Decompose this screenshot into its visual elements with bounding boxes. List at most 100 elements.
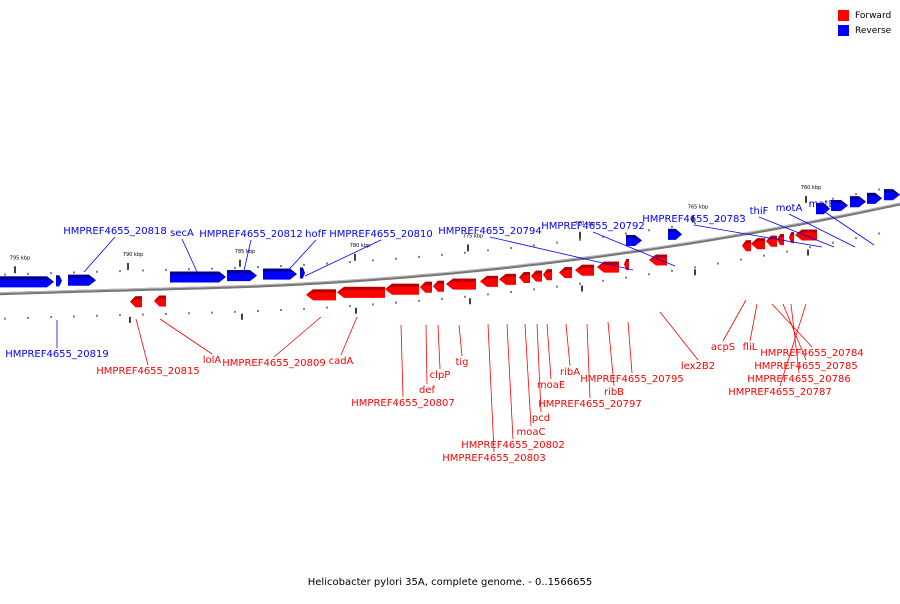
forward-gene-arrow bbox=[543, 269, 552, 281]
forward-gene-label-leader bbox=[135, 318, 149, 366]
forward-gene-label: moaE bbox=[537, 380, 565, 391]
forward-gene-arrow-shade bbox=[777, 234, 784, 240]
forward-gene-label: HMPREF4655_20785 bbox=[754, 361, 857, 372]
forward-gene-arrow-shade bbox=[575, 264, 594, 271]
forward-gene-arrow-shade bbox=[624, 259, 629, 265]
reverse-gene-label-leader bbox=[758, 216, 835, 248]
forward-gene-label: tig bbox=[455, 357, 468, 368]
forward-gene-arrow bbox=[130, 296, 142, 308]
ruler-label: 780 kbp bbox=[350, 243, 370, 249]
genome-backbone bbox=[0, 202, 900, 296]
forward-gene-arrow-shade bbox=[446, 278, 476, 285]
forward-gene-arrow-shade bbox=[385, 283, 419, 290]
reverse-gene-label: HMPREF4655_20819 bbox=[5, 349, 108, 360]
forward-gene-label-leader bbox=[749, 303, 758, 342]
forward-gene-label-leader bbox=[458, 324, 463, 357]
genome-backbone-highlight bbox=[0, 202, 900, 294]
forward-gene-label: HMPREF4655_20787 bbox=[728, 387, 831, 398]
reverse-gene-label-leader bbox=[304, 239, 382, 277]
forward-gene-label: def bbox=[419, 385, 436, 396]
ruler-label: 775 kbp bbox=[463, 233, 483, 239]
legend-reverse-swatch bbox=[838, 25, 849, 36]
forward-gene-arrow-shade bbox=[480, 275, 498, 282]
reverse-gene-arrow bbox=[68, 274, 96, 286]
forward-gene-arrow bbox=[480, 275, 498, 287]
forward-gene-arrow-shade bbox=[531, 270, 542, 277]
reverse-gene-label-leader bbox=[282, 239, 317, 277]
reverse-gene-arrow-shade bbox=[227, 270, 257, 276]
forward-gene-label: HMPREF4655_20802 bbox=[461, 440, 564, 451]
forward-gene-label: HMPREF4655_20786 bbox=[747, 374, 850, 385]
forward-gene-label: HMPREF4655_20807 bbox=[351, 398, 454, 409]
reverse-gene-arrow-shade bbox=[884, 189, 900, 195]
legend-forward-swatch bbox=[838, 10, 849, 21]
forward-gene-label-leader bbox=[607, 321, 615, 387]
ruler-label: 770 kbp bbox=[575, 221, 595, 227]
forward-gene-arrow bbox=[789, 232, 794, 244]
reverse-gene-arrow bbox=[831, 199, 848, 211]
forward-gene-arrow bbox=[499, 273, 516, 285]
forward-gene-label: HMPREF4655_20797 bbox=[538, 399, 641, 410]
forward-gene-arrow-shade bbox=[789, 232, 794, 238]
ruler-label: 795 kbp bbox=[10, 255, 30, 261]
forward-gene-arrow-shade bbox=[499, 273, 516, 280]
forward-gene-arrow bbox=[575, 264, 594, 276]
forward-gene-label: HMPREF4655_20809 bbox=[222, 358, 325, 369]
reverse-gene-label: thiF bbox=[750, 206, 769, 217]
forward-gene-arrow bbox=[559, 267, 572, 279]
forward-gene-arrow bbox=[742, 240, 751, 252]
forward-gene-arrow bbox=[531, 270, 542, 282]
reverse-gene-arrow bbox=[170, 271, 226, 283]
reverse-gene-arrow-shade bbox=[867, 192, 882, 199]
forward-gene-arrow bbox=[154, 295, 166, 307]
forward-gene-arrow-shade bbox=[306, 289, 336, 295]
forward-gene-label: acpS bbox=[711, 342, 735, 353]
forward-gene-label: lolA bbox=[203, 355, 222, 366]
forward-gene-arrow bbox=[446, 278, 476, 290]
forward-gene-label: ribB bbox=[604, 387, 624, 398]
forward-gene-label: moaC bbox=[517, 427, 546, 438]
reverse-gene-arrow-shade bbox=[831, 199, 848, 206]
reverse-gene-arrow bbox=[867, 192, 882, 204]
forward-gene-label-leader bbox=[437, 324, 441, 370]
reverse-gene-arrow-shade bbox=[56, 275, 62, 281]
forward-gene-arrow-shade bbox=[433, 280, 444, 287]
forward-gene-arrow bbox=[519, 271, 530, 283]
forward-gene-label-leader bbox=[487, 323, 495, 453]
legend-reverse: Reverse bbox=[838, 23, 891, 38]
reverse-gene-arrow-shade bbox=[850, 196, 866, 202]
forward-gene-arrow-shade bbox=[742, 240, 751, 246]
forward-gene-label: HMPREF4655_20803 bbox=[442, 453, 545, 464]
ruler-label: 760 kbp bbox=[801, 185, 821, 191]
reverse-gene-arrow bbox=[816, 203, 830, 215]
reverse-gene-label-leader bbox=[693, 224, 823, 248]
forward-gene-label-leader bbox=[340, 316, 358, 356]
forward-gene-label: pcd bbox=[532, 413, 550, 424]
reverse-gene-label: HMPREF4655_20794 bbox=[438, 226, 541, 237]
reverse-gene-arrow-shade bbox=[170, 271, 226, 278]
forward-gene-arrow-shade bbox=[337, 286, 385, 293]
forward-gene-label: ribA bbox=[560, 367, 580, 378]
reverse-gene-label-leader bbox=[242, 239, 252, 276]
reverse-gene-arrow bbox=[300, 267, 305, 279]
forward-gene-label-leader bbox=[536, 323, 542, 413]
forward-gene-label: fliL bbox=[743, 342, 758, 353]
legend-reverse-label: Reverse bbox=[855, 25, 892, 36]
reverse-gene-label: HMPREF4655_20792 bbox=[541, 221, 644, 232]
reverse-gene-label: HMPREF4655_20810 bbox=[329, 229, 432, 240]
reverse-gene-label: HMPREF4655_20812 bbox=[199, 229, 302, 240]
reverse-gene-label: motB bbox=[809, 199, 836, 210]
ruler-label: 790 kbp bbox=[123, 252, 143, 258]
reverse-gene-label-leader bbox=[181, 238, 199, 275]
forward-gene-label-leader bbox=[779, 303, 807, 387]
forward-gene-arrow-shade bbox=[649, 254, 667, 260]
reverse-gene-label-leader bbox=[821, 209, 875, 246]
reverse-gene-arrow bbox=[884, 189, 900, 201]
forward-gene-arrow bbox=[597, 261, 619, 273]
ruler-label: 785 kbp bbox=[235, 249, 255, 255]
forward-gene-arrow bbox=[306, 289, 336, 301]
forward-gene-label-leader bbox=[400, 324, 404, 398]
reverse-gene-label-leader bbox=[592, 231, 676, 267]
